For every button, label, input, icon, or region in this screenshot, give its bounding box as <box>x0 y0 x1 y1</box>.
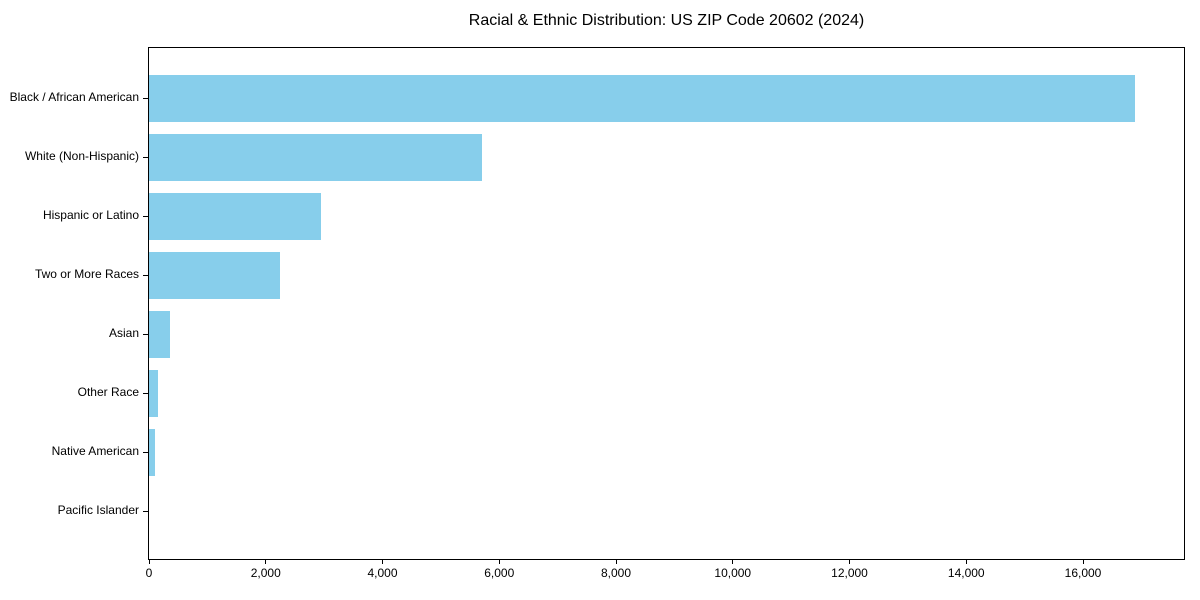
y-tick-label-other-race: Other Race <box>77 385 139 399</box>
x-tick-label: 10,000 <box>714 566 752 580</box>
bar-hispanic-or-latino <box>149 192 321 240</box>
bar-other-race <box>149 369 158 417</box>
x-tick-mark <box>1082 559 1084 564</box>
x-tick-label: 4,000 <box>367 566 398 580</box>
y-tick-mark <box>143 98 148 99</box>
y-tick-label-hispanic-or-latino: Hispanic or Latino <box>42 208 139 222</box>
bar-native-american <box>149 428 155 476</box>
x-tick-label: 14,000 <box>947 566 985 580</box>
y-tick-mark <box>143 452 148 453</box>
plot-area: 0 2,000 4,000 6,000 8,000 10,000 12,000 14,000 1… <box>143 47 1185 579</box>
bar-asian <box>149 310 170 358</box>
y-tick-label-pacific-islander: Pacific Islander <box>57 503 139 517</box>
bar-white-non-hispanic <box>149 133 482 181</box>
y-tick-mark <box>143 393 148 394</box>
x-tick-mark <box>148 559 150 564</box>
bar-black-african-american <box>149 74 1135 122</box>
x-tick-mark <box>965 559 967 564</box>
y-tick-mark <box>143 334 148 335</box>
y-tick-label-native-american: Native American <box>51 444 139 458</box>
x-tick-mark <box>615 559 617 564</box>
x-tick-label: 12,000 <box>831 566 868 580</box>
x-tick-label: 16,000 <box>1064 566 1102 580</box>
x-tick-label: 0 <box>145 566 153 580</box>
bar-two-or-more-races <box>149 251 280 299</box>
x-tick-label: 6,000 <box>484 566 515 580</box>
x-tick-mark <box>849 559 850 564</box>
x-tick-mark <box>265 559 267 564</box>
y-tick-label-black-african-american: Black / African American <box>9 90 139 104</box>
x-tick-label: 2,000 <box>250 566 281 580</box>
chart-title: Racial & Ethnic Distribution: US ZIP Cod… <box>468 12 865 29</box>
y-tick-label-asian: Asian <box>108 326 139 340</box>
x-tick-label: 8,000 <box>600 566 632 580</box>
y-axis: Black / African American White (Non-Hispa… <box>0 47 139 560</box>
y-tick-mark <box>143 275 148 276</box>
x-tick-mark <box>382 559 383 564</box>
y-tick-mark <box>143 216 148 217</box>
x-tick-mark <box>732 559 734 564</box>
y-tick-label-two-or-more-races: Two or More Races <box>34 267 139 281</box>
x-tick-mark <box>498 559 500 564</box>
y-tick-mark <box>143 157 148 158</box>
y-tick-mark <box>143 511 148 512</box>
y-tick-label-white-non-hispanic: White (Non-Hispanic) <box>24 149 139 163</box>
